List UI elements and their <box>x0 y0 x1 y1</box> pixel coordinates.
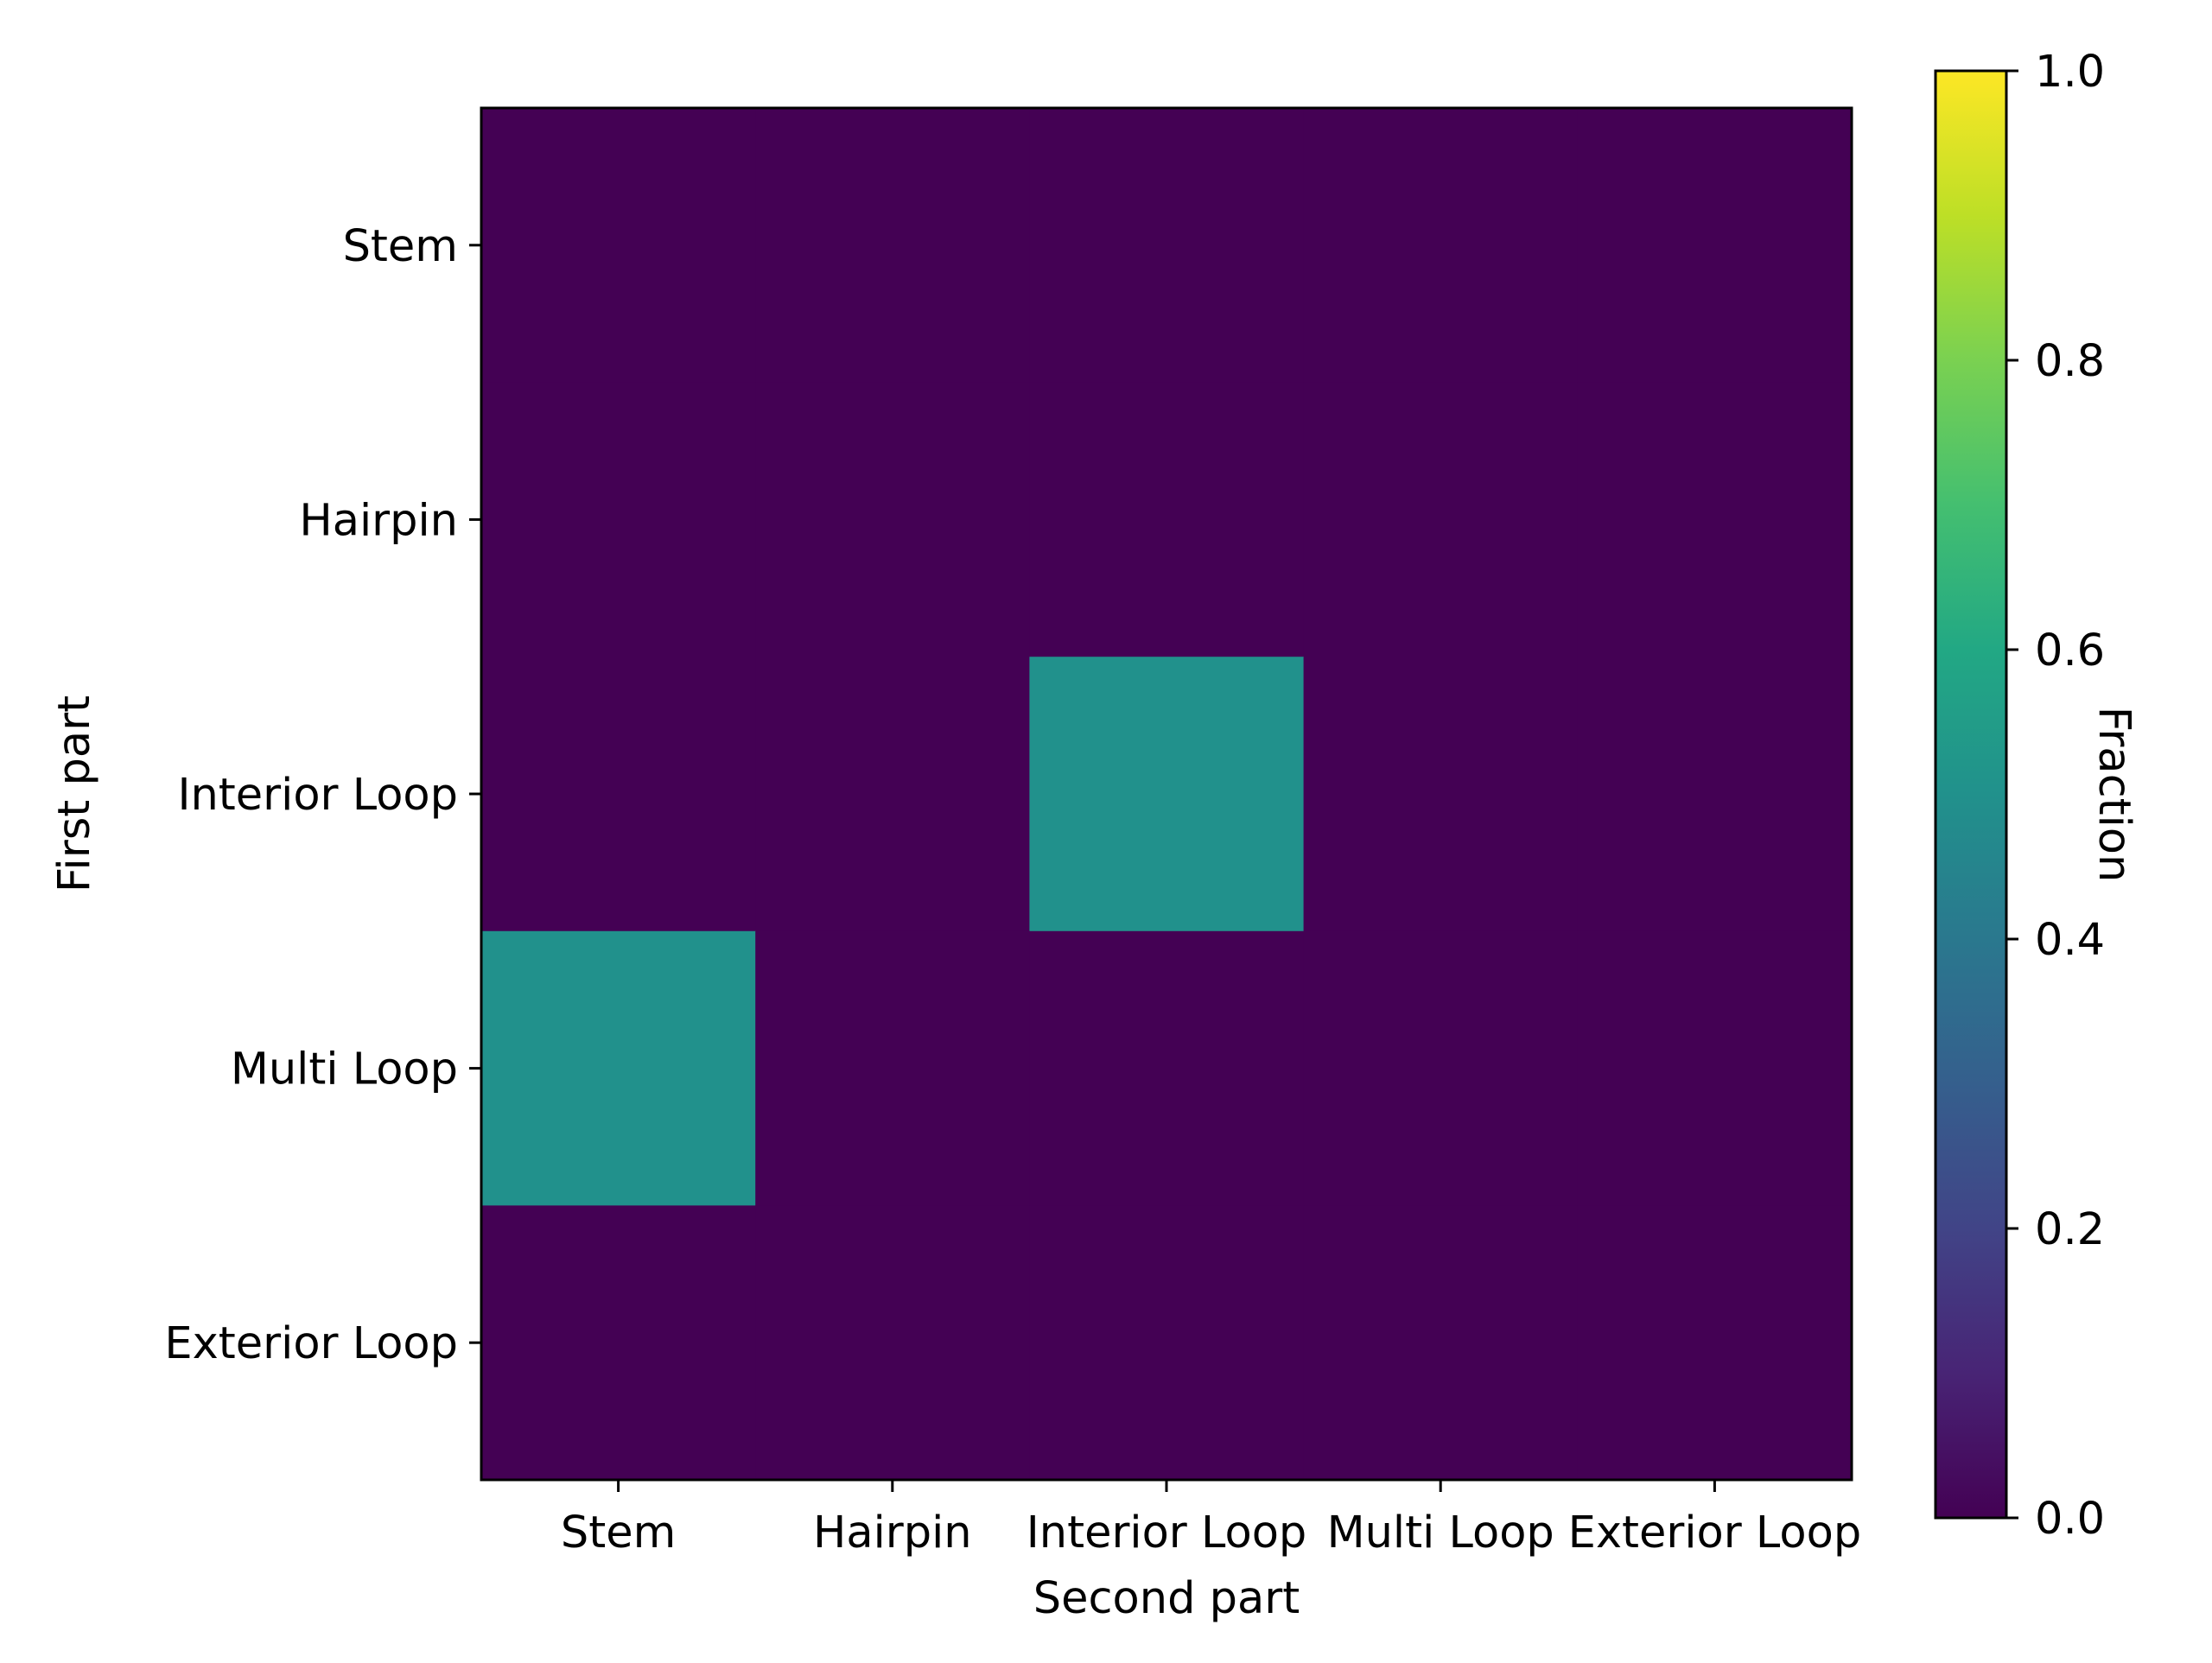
heatmap-cell <box>755 1205 1030 1481</box>
colorbar <box>1934 69 2008 1520</box>
heatmap-cells <box>481 108 1853 1481</box>
heatmap-cell <box>755 930 1030 1206</box>
heatmap-cell <box>755 657 1030 932</box>
colorbar-tick-label: 0.8 <box>2035 336 2105 387</box>
colorbar-tick-label: 0.0 <box>2035 1494 2105 1545</box>
colorbar-tick-label: 0.6 <box>2035 625 2105 676</box>
heatmap-cell <box>481 930 756 1206</box>
heatmap-cell <box>481 108 756 384</box>
heatmap-cell <box>1029 930 1305 1206</box>
x-tick-label: Interior Loop <box>1027 1507 1307 1558</box>
x-tick-label: Multi Loop <box>1327 1507 1554 1558</box>
y-axis-ticks: Stem Hairpin Interior Loop Multi Loop Exteri… <box>164 221 481 1369</box>
heatmap-cell <box>1303 930 1579 1206</box>
heatmap-cell <box>755 382 1030 657</box>
heatmap-cell <box>1029 657 1305 932</box>
x-tick-label: Exterior Loop <box>1568 1507 1862 1558</box>
heatmap-cell <box>1577 1205 1853 1481</box>
heatmap-cell <box>1577 382 1853 657</box>
colorbar-tick-label: 1.0 <box>2035 47 2105 98</box>
heatmap-cell <box>755 108 1030 384</box>
heatmap-cell <box>1029 108 1305 384</box>
heatmap-cell <box>481 382 756 657</box>
heatmap-cell <box>481 657 756 932</box>
heatmap-cell <box>1303 1205 1579 1481</box>
y-tick-label: Stem <box>343 221 458 272</box>
colorbar-label: Fraction <box>2088 707 2139 883</box>
x-axis-ticks: Stem Hairpin Interior Loop Multi Loop Exteri… <box>561 1480 1861 1558</box>
x-tick-label: Hairpin <box>813 1507 972 1558</box>
heatmap-cell <box>1303 657 1579 932</box>
y-tick-label: Interior Loop <box>177 770 458 821</box>
heatmap-cell <box>481 1205 756 1481</box>
heatmap-cell <box>1303 382 1579 657</box>
y-tick-label: Hairpin <box>299 495 458 546</box>
colorbar-tick-label: 0.2 <box>2035 1204 2105 1255</box>
heatmap-cell <box>1029 382 1305 657</box>
y-axis-label: First part <box>49 695 100 892</box>
x-axis-label: Second part <box>1033 1573 1300 1624</box>
colorbar-ticks: 0.0 0.2 0.4 0.6 0.8 1.0 <box>2006 47 2105 1545</box>
y-tick-label: Multi Loop <box>231 1044 458 1095</box>
heatmap-cell <box>1577 108 1853 384</box>
colorbar-tick-label: 0.4 <box>2035 915 2105 966</box>
heatmap-cell <box>1303 108 1579 384</box>
heatmap-cell <box>1029 1205 1305 1481</box>
y-tick-label: Exterior Loop <box>164 1318 458 1369</box>
heatmap-cell <box>1577 657 1853 932</box>
x-tick-label: Stem <box>561 1507 676 1558</box>
heatmap-cell <box>1577 930 1853 1206</box>
